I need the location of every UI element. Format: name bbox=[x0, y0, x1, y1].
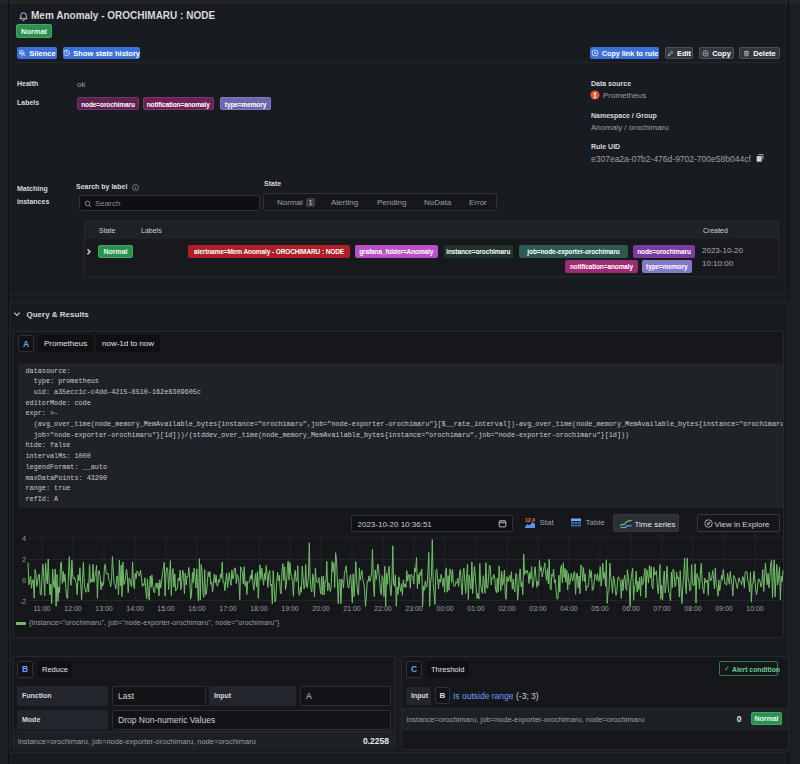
svg-text:12.4: 12.4 bbox=[525, 517, 535, 523]
